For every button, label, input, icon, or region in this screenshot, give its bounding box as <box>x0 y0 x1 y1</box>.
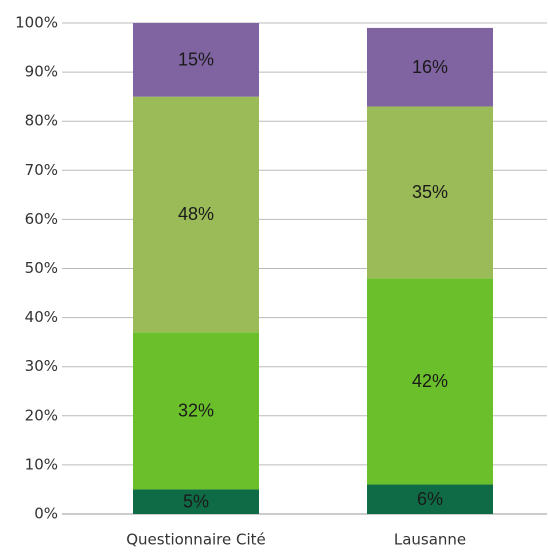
bar-segment <box>367 278 493 485</box>
y-tick-label: 10% <box>25 455 58 473</box>
y-tick-label: 40% <box>25 308 58 326</box>
data-label: 5% <box>183 491 209 511</box>
x-tick-label: Questionnaire Cité <box>126 531 266 549</box>
data-label: 15% <box>178 50 214 70</box>
x-tick-label: Lausanne <box>394 531 466 549</box>
y-tick-label: 60% <box>25 210 58 228</box>
y-tick-label: 0% <box>34 505 58 523</box>
y-tick-label: 50% <box>25 259 58 277</box>
bar-segment <box>133 96 259 333</box>
bar-segment <box>133 489 259 514</box>
y-tick-label: 80% <box>25 112 58 130</box>
data-label: 6% <box>417 489 443 509</box>
y-tick-label: 20% <box>25 406 58 424</box>
y-tick-label: 30% <box>25 357 58 375</box>
bar-segment <box>133 23 259 97</box>
bar-segment <box>367 106 493 279</box>
y-tick-label: 100% <box>15 14 58 32</box>
y-tick-label: 90% <box>25 63 58 81</box>
y-tick-label: 70% <box>25 161 58 179</box>
data-label: 16% <box>412 57 448 77</box>
data-label: 48% <box>178 204 214 224</box>
data-label: 35% <box>412 182 448 202</box>
bar-segment <box>133 332 259 490</box>
bar-segment <box>367 27 493 107</box>
bar-segment <box>367 484 493 514</box>
data-label: 42% <box>412 371 448 391</box>
data-label: 32% <box>178 401 214 421</box>
